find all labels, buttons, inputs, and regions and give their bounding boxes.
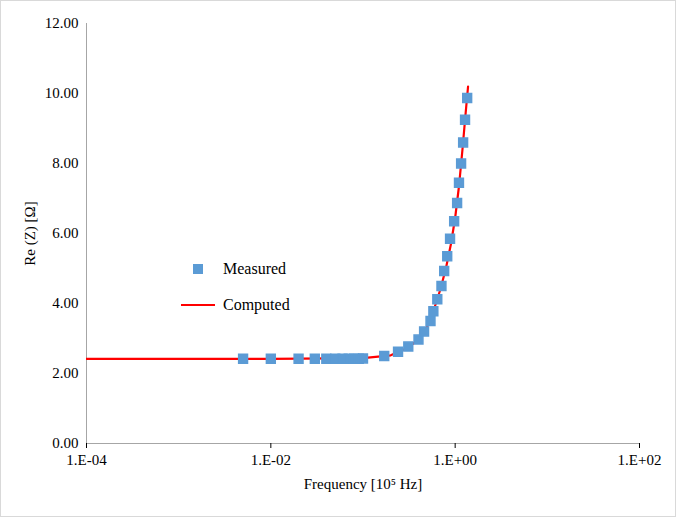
svg-text:6.00: 6.00	[52, 225, 78, 241]
svg-text:12.00: 12.00	[45, 15, 79, 31]
html-text:Computed: Computed	[223, 296, 290, 313]
svg-text:4.00: 4.00	[52, 295, 78, 311]
svg-text:Re (Z) [Ω]: Re (Z) [Ω]	[22, 201, 39, 265]
svg-text:Frequency [10⁵ Hz]: Frequency [10⁵ Hz]	[304, 476, 423, 492]
svg-text:0.00: 0.00	[52, 435, 78, 451]
svg-text:2.00: 2.00	[52, 365, 78, 381]
html-text:Measured: Measured	[223, 260, 287, 277]
svg-text:1.E-04: 1.E-04	[66, 452, 107, 468]
svg-text:1.E+02: 1.E+02	[618, 452, 662, 468]
svg-text:8.00: 8.00	[52, 155, 78, 171]
svg-text:10.00: 10.00	[45, 85, 79, 101]
svg-text:1.E+00: 1.E+00	[433, 452, 477, 468]
svg-text:1.E-02: 1.E-02	[251, 452, 291, 468]
